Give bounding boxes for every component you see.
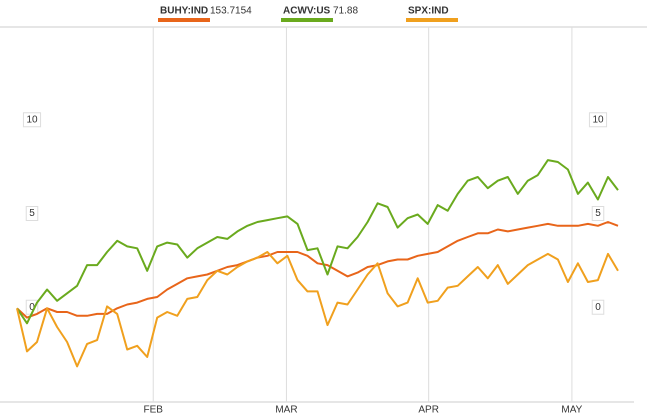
y-tick-label: 10: [26, 114, 38, 125]
legend-swatch: [406, 18, 458, 22]
y-tick: 10: [22, 112, 42, 128]
legend-swatch: [281, 18, 333, 22]
y-tick: 5: [591, 206, 605, 221]
x-tick-label: MAY: [561, 405, 582, 416]
y-tick-label: 10: [592, 114, 604, 125]
y-tick-box: [22, 112, 42, 128]
y-tick: 0: [591, 299, 605, 315]
series-line: [16, 221, 619, 319]
y-tick-box: [591, 299, 605, 315]
y-tick-label: 5: [29, 208, 35, 219]
y-tick-box: [588, 112, 608, 128]
legend-name: SPX:IND: [408, 6, 449, 17]
x-tick-label: APR: [418, 405, 439, 416]
x-tick-label: MAR: [275, 405, 297, 416]
y-tick-label: 0: [595, 302, 601, 313]
legend-name: BUHY:IND: [160, 6, 208, 17]
legend-value: 153.7154: [210, 6, 252, 17]
y-tick-box: [591, 206, 605, 221]
y-tick: 10: [588, 112, 608, 128]
legend-value: 71.88: [333, 6, 358, 17]
series-line: [16, 159, 619, 325]
x-tick-label: FEB: [143, 405, 163, 416]
y-tick-box: [25, 206, 39, 221]
y-tick-label: 5: [595, 208, 601, 219]
y-tick: 5: [25, 206, 39, 221]
legend-swatch: [158, 18, 210, 22]
legend-name: ACWV:US: [283, 6, 331, 17]
y-tick-label: 0: [29, 302, 35, 313]
series-line: [16, 251, 619, 368]
